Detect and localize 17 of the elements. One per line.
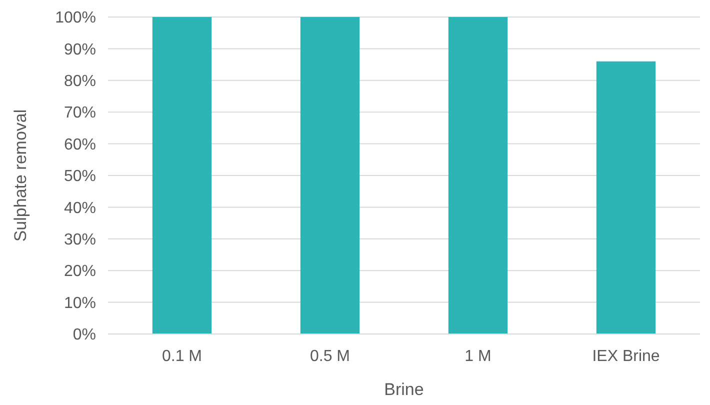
y-tick-label: 70%	[64, 104, 96, 122]
x-tick-label: 0.1 M	[162, 348, 202, 365]
y-tick-label: 90%	[64, 41, 96, 58]
x-tick-label: 1 M	[464, 348, 492, 365]
x-tick-label: IEX Brine	[592, 348, 660, 365]
y-tick-label: 30%	[64, 232, 96, 248]
x-tick-label: 0.5 M	[310, 348, 350, 365]
x-axis-title: Brine	[384, 380, 424, 399]
y-tick-label: 50%	[64, 168, 96, 186]
y-tick-label: 20%	[64, 263, 96, 280]
y-tick-label: 40%	[64, 200, 96, 217]
y-tick-label: 100%	[55, 10, 96, 27]
y-axis-title: Sulphate removal	[11, 109, 30, 242]
y-tick-label: 10%	[64, 294, 96, 312]
y-tick-label: 80%	[64, 73, 96, 90]
y-tick-label: 0%	[72, 326, 96, 344]
y-tick-label: 60%	[64, 136, 96, 154]
